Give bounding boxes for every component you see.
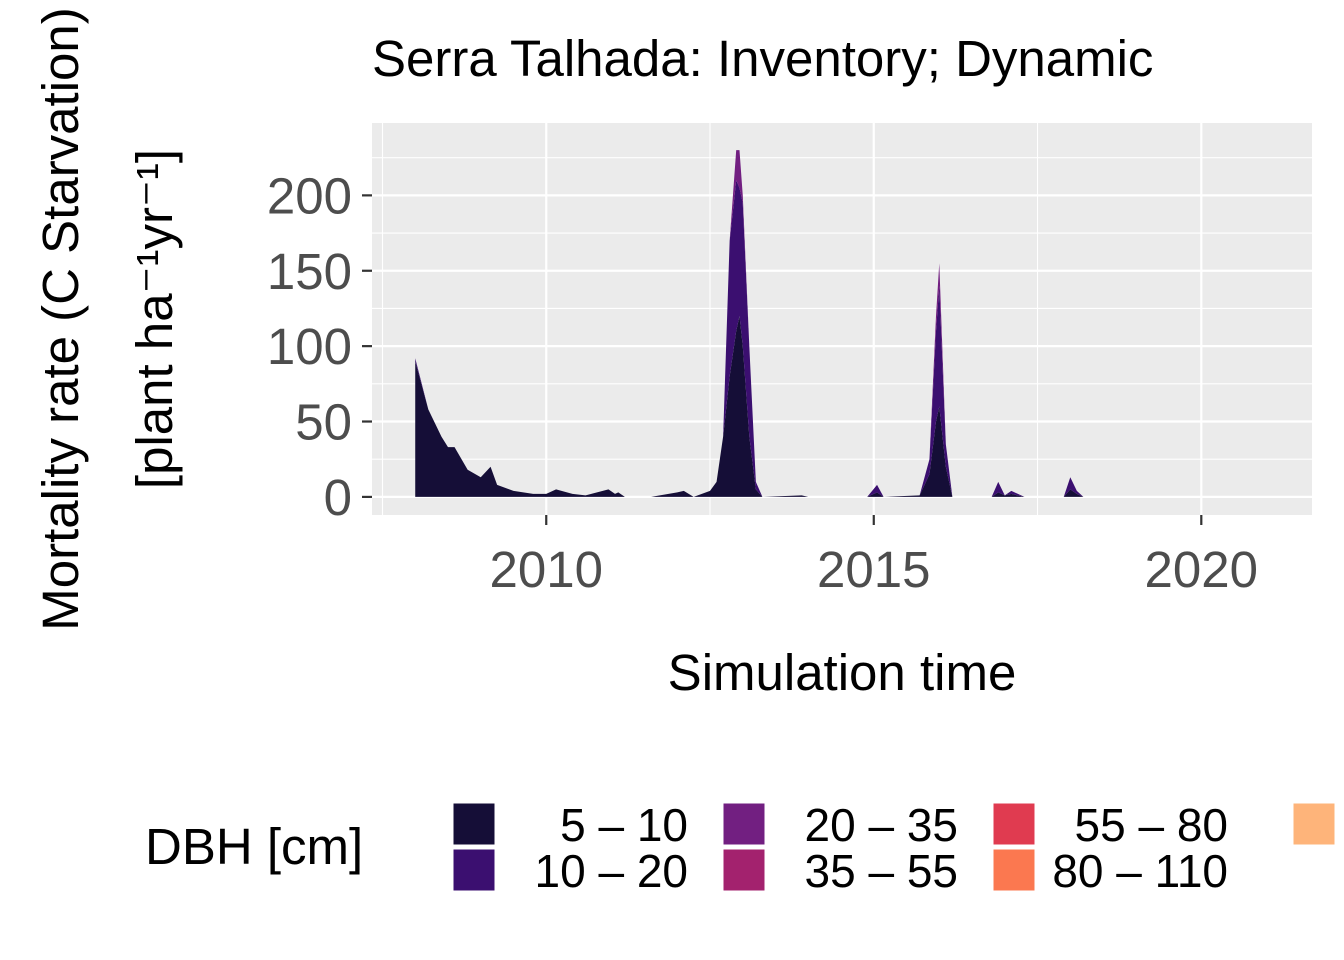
x-axis-label: Simulation time xyxy=(668,644,1017,701)
legend-key xyxy=(452,848,496,892)
x-tick-label: 2010 xyxy=(490,541,603,598)
chart-title: Serra Talhada: Inventory; Dynamic xyxy=(372,30,1153,87)
legend-label: 55 – 80 xyxy=(1075,799,1228,851)
legend-key xyxy=(992,802,1036,846)
legend-label: 10 – 20 xyxy=(535,845,688,897)
legend-key xyxy=(722,802,766,846)
y-tick-label: 150 xyxy=(267,243,352,300)
x-tick-label: 2015 xyxy=(817,541,930,598)
legend-label: 35 – 55 xyxy=(805,845,958,897)
y-tick-label: 50 xyxy=(295,394,352,451)
legend-key xyxy=(452,802,496,846)
plot-panel xyxy=(372,123,1312,515)
y-tick-label: 100 xyxy=(267,318,352,375)
legend-key xyxy=(722,848,766,892)
legend-label: 5 – 10 xyxy=(560,799,688,851)
y-tick-label: 0 xyxy=(324,469,352,526)
y-axis-label: Mortality rate (C Starvation) xyxy=(32,7,89,631)
legend-key xyxy=(992,848,1036,892)
legend-key xyxy=(1292,802,1336,846)
y-axis-label: [plant ha⁻¹yr⁻¹] xyxy=(126,149,183,489)
legend-label: 20 – 35 xyxy=(805,799,958,851)
legend-title: DBH [cm] xyxy=(145,818,363,875)
x-tick-label: 2020 xyxy=(1145,541,1258,598)
legend-label: 80 – 110 xyxy=(1052,845,1228,897)
y-tick-label: 200 xyxy=(267,167,352,224)
